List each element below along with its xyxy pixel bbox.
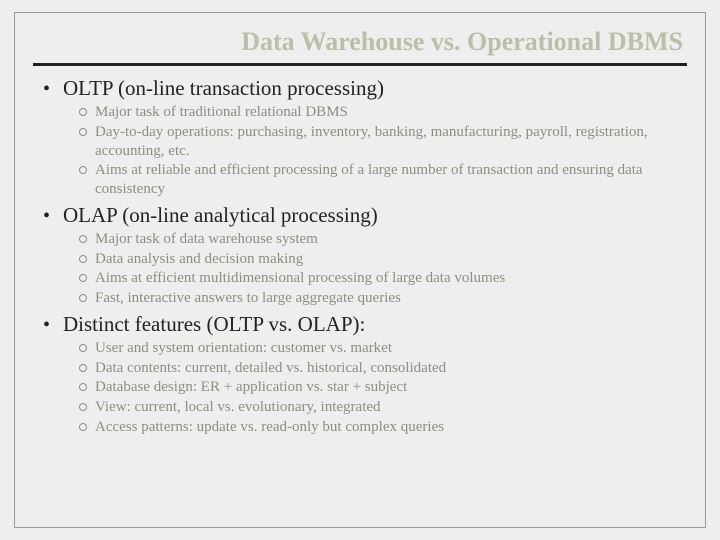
- list-item-text: User and system orientation: customer vs…: [95, 339, 687, 358]
- list-item: Major task of data warehouse system: [79, 230, 687, 249]
- sub-list: User and system orientation: customer vs…: [79, 339, 687, 437]
- list-item: Database design: ER + application vs. st…: [79, 378, 687, 397]
- circle-icon: [79, 166, 87, 174]
- section-heading-text: Distinct features (OLTP vs. OLAP):: [63, 312, 365, 337]
- circle-icon: [79, 235, 87, 243]
- list-item: Fast, interactive answers to large aggre…: [79, 289, 687, 308]
- section-heading: • OLAP (on-line analytical processing): [43, 203, 687, 228]
- list-item-text: Aims at efficient multidimensional proce…: [95, 269, 687, 288]
- list-item: Major task of traditional relational DBM…: [79, 103, 687, 122]
- circle-icon: [79, 255, 87, 263]
- list-item-text: Data analysis and decision making: [95, 250, 687, 269]
- list-item-text: Major task of data warehouse system: [95, 230, 687, 249]
- list-item: Data contents: current, detailed vs. his…: [79, 359, 687, 378]
- list-item-text: Access patterns: update vs. read-only bu…: [95, 418, 687, 437]
- bullet-icon: •: [43, 315, 55, 335]
- bullet-icon: •: [43, 206, 55, 226]
- sub-list: Major task of data warehouse system Data…: [79, 230, 687, 308]
- list-item-text: Aims at reliable and efficient processin…: [95, 161, 687, 199]
- section-heading: • OLTP (on-line transaction processing): [43, 76, 687, 101]
- list-item: Data analysis and decision making: [79, 250, 687, 269]
- list-item: Access patterns: update vs. read-only bu…: [79, 418, 687, 437]
- list-item: Aims at efficient multidimensional proce…: [79, 269, 687, 288]
- section-heading: • Distinct features (OLTP vs. OLAP):: [43, 312, 687, 337]
- section-olap: • OLAP (on-line analytical processing) M…: [43, 203, 687, 308]
- section-heading-text: OLTP (on-line transaction processing): [63, 76, 384, 101]
- list-item-text: Fast, interactive answers to large aggre…: [95, 289, 687, 308]
- section-heading-text: OLAP (on-line analytical processing): [63, 203, 378, 228]
- list-item-text: Major task of traditional relational DBM…: [95, 103, 687, 122]
- circle-icon: [79, 364, 87, 372]
- list-item: Aims at reliable and efficient processin…: [79, 161, 687, 199]
- section-distinct: • Distinct features (OLTP vs. OLAP): Use…: [43, 312, 687, 437]
- bullet-icon: •: [43, 79, 55, 99]
- circle-icon: [79, 383, 87, 391]
- circle-icon: [79, 294, 87, 302]
- list-item-text: View: current, local vs. evolutionary, i…: [95, 398, 687, 417]
- sub-list: Major task of traditional relational DBM…: [79, 103, 687, 199]
- list-item: User and system orientation: customer vs…: [79, 339, 687, 358]
- list-item-text: Database design: ER + application vs. st…: [95, 378, 687, 397]
- circle-icon: [79, 403, 87, 411]
- slide-title: Data Warehouse vs. Operational DBMS: [33, 27, 687, 66]
- list-item: View: current, local vs. evolutionary, i…: [79, 398, 687, 417]
- list-item-text: Data contents: current, detailed vs. his…: [95, 359, 687, 378]
- circle-icon: [79, 423, 87, 431]
- circle-icon: [79, 108, 87, 116]
- list-item: Day-to-day operations: purchasing, inven…: [79, 123, 687, 161]
- list-item-text: Day-to-day operations: purchasing, inven…: [95, 123, 687, 161]
- circle-icon: [79, 344, 87, 352]
- slide: Data Warehouse vs. Operational DBMS • OL…: [14, 12, 706, 528]
- circle-icon: [79, 274, 87, 282]
- section-oltp: • OLTP (on-line transaction processing) …: [43, 76, 687, 199]
- circle-icon: [79, 128, 87, 136]
